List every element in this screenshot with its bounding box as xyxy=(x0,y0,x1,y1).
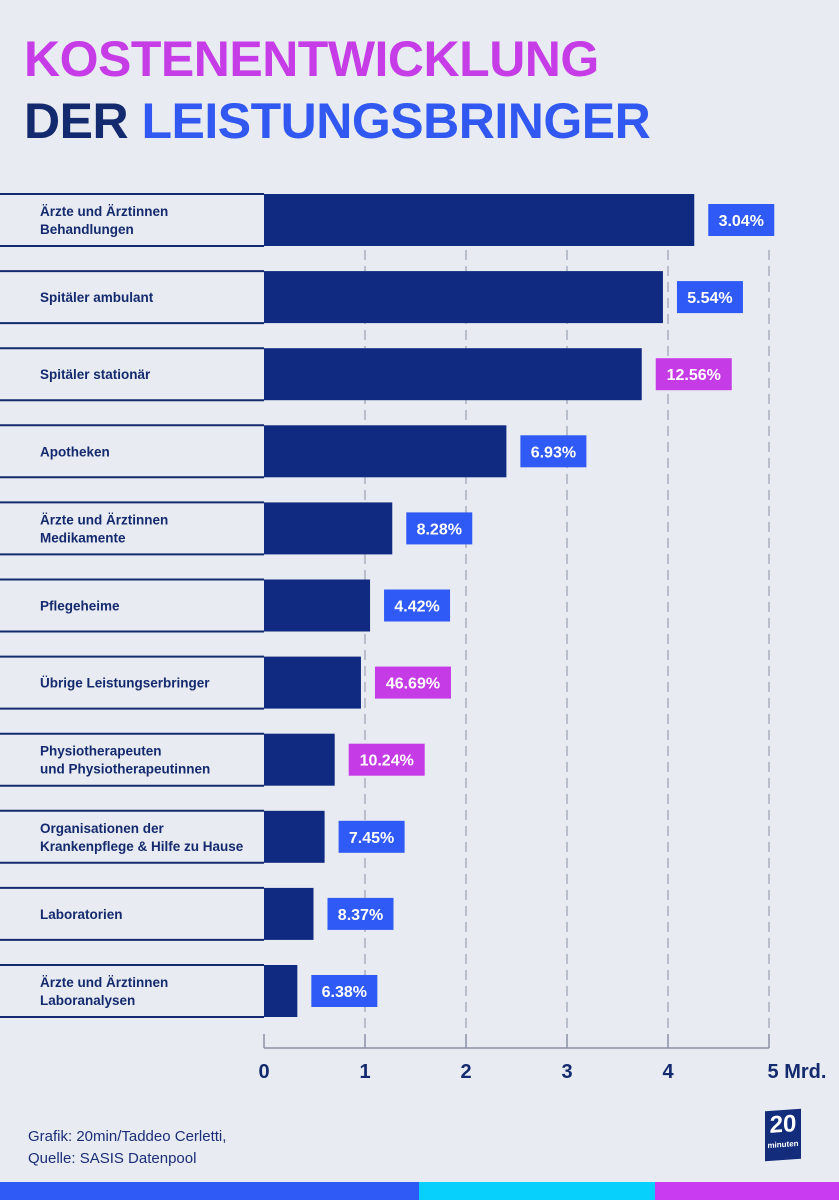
category-label: Organisationen der xyxy=(40,821,165,836)
change-badge xyxy=(676,281,743,314)
category-label: Apotheken xyxy=(40,444,110,459)
bar-chart: 0 1 2 3 4 5 Mrd. Ärzte und Ärztinnen Behandlung… xyxy=(0,193,827,1083)
footer-credit: Grafik: 20min/Taddeo Cerletti, xyxy=(28,1128,227,1145)
change-badge xyxy=(384,589,451,622)
category-label: Pflegeheime xyxy=(40,599,120,614)
change-badge xyxy=(655,358,732,391)
footer-source: Quelle: SASIS Datenpool xyxy=(28,1150,197,1167)
category-label: Ärzte und Ärztinnen xyxy=(40,204,168,219)
change-label: 10.24% xyxy=(360,753,414,770)
bar xyxy=(264,348,642,401)
x-tick-label: 0 xyxy=(258,1061,269,1083)
bar xyxy=(264,733,335,786)
category-label: Übrige Leistungserbringer xyxy=(40,676,210,691)
title-der: DER xyxy=(24,93,129,149)
change-badge xyxy=(708,204,775,236)
change-label: 7.45% xyxy=(349,830,394,847)
change-badge xyxy=(338,820,405,853)
bar xyxy=(264,810,325,863)
category-label: Ärzte und Ärztinnen xyxy=(40,975,168,990)
change-label: 3.04% xyxy=(719,213,764,230)
logo-text: minuten xyxy=(767,1138,799,1151)
change-badge xyxy=(327,897,394,930)
title-line2: DER LEISTUNGSBRINGER xyxy=(24,92,651,150)
change-label: 4.42% xyxy=(394,599,439,616)
category-label: Laboranalysen xyxy=(40,993,135,1008)
bar xyxy=(264,656,361,709)
change-badge xyxy=(311,975,378,1007)
x-tick-label: 2 xyxy=(460,1061,471,1083)
change-label: 8.28% xyxy=(417,521,462,538)
category-label: Behandlungen xyxy=(40,222,134,237)
x-tick-label: 5 Mrd. xyxy=(768,1061,827,1083)
x-tick-label: 1 xyxy=(359,1061,370,1083)
change-label: 6.38% xyxy=(322,984,367,1001)
bar xyxy=(264,194,695,246)
title-line1: KOSTENENTWICKLUNG xyxy=(24,31,599,87)
bar xyxy=(264,502,393,555)
change-badge xyxy=(406,512,473,545)
band-blue xyxy=(0,1182,419,1200)
category-label: Laboratorien xyxy=(40,907,123,922)
bar xyxy=(264,579,371,632)
bar xyxy=(264,425,507,478)
category-label: und Physiotherapeutinnen xyxy=(40,762,210,777)
change-badge xyxy=(374,666,451,699)
band-cyan xyxy=(419,1182,655,1200)
change-badge xyxy=(348,743,425,776)
change-label: 12.56% xyxy=(667,367,721,384)
footer: Grafik: 20min/Taddeo Cerletti, Quelle: S… xyxy=(28,1126,226,1170)
category-label: Physiotherapeuten xyxy=(40,744,162,759)
change-label: 46.69% xyxy=(386,676,440,693)
category-label: Krankenpflege & Hilfe zu Hause xyxy=(40,839,244,854)
change-label: 8.37% xyxy=(338,907,383,924)
bar xyxy=(264,271,663,324)
logo-number: 20 xyxy=(769,1110,797,1139)
category-label: Ärzte und Ärztinnen xyxy=(40,512,168,527)
bar xyxy=(264,965,298,1017)
20minuten-logo: 20 minuten xyxy=(765,1108,801,1162)
category-label: Spitäler stationär xyxy=(40,367,151,382)
change-label: 6.93% xyxy=(531,444,576,461)
category-label: Spitäler ambulant xyxy=(40,290,154,305)
category-label: Medikamente xyxy=(40,530,126,545)
x-tick-label: 4 xyxy=(662,1061,674,1083)
bar xyxy=(264,887,314,940)
change-label: 5.54% xyxy=(687,290,732,307)
x-tick-label: 3 xyxy=(561,1061,572,1083)
band-magenta xyxy=(655,1182,839,1200)
change-badge xyxy=(520,435,587,468)
title-leistungsbringer: LEISTUNGSBRINGER xyxy=(141,93,651,149)
